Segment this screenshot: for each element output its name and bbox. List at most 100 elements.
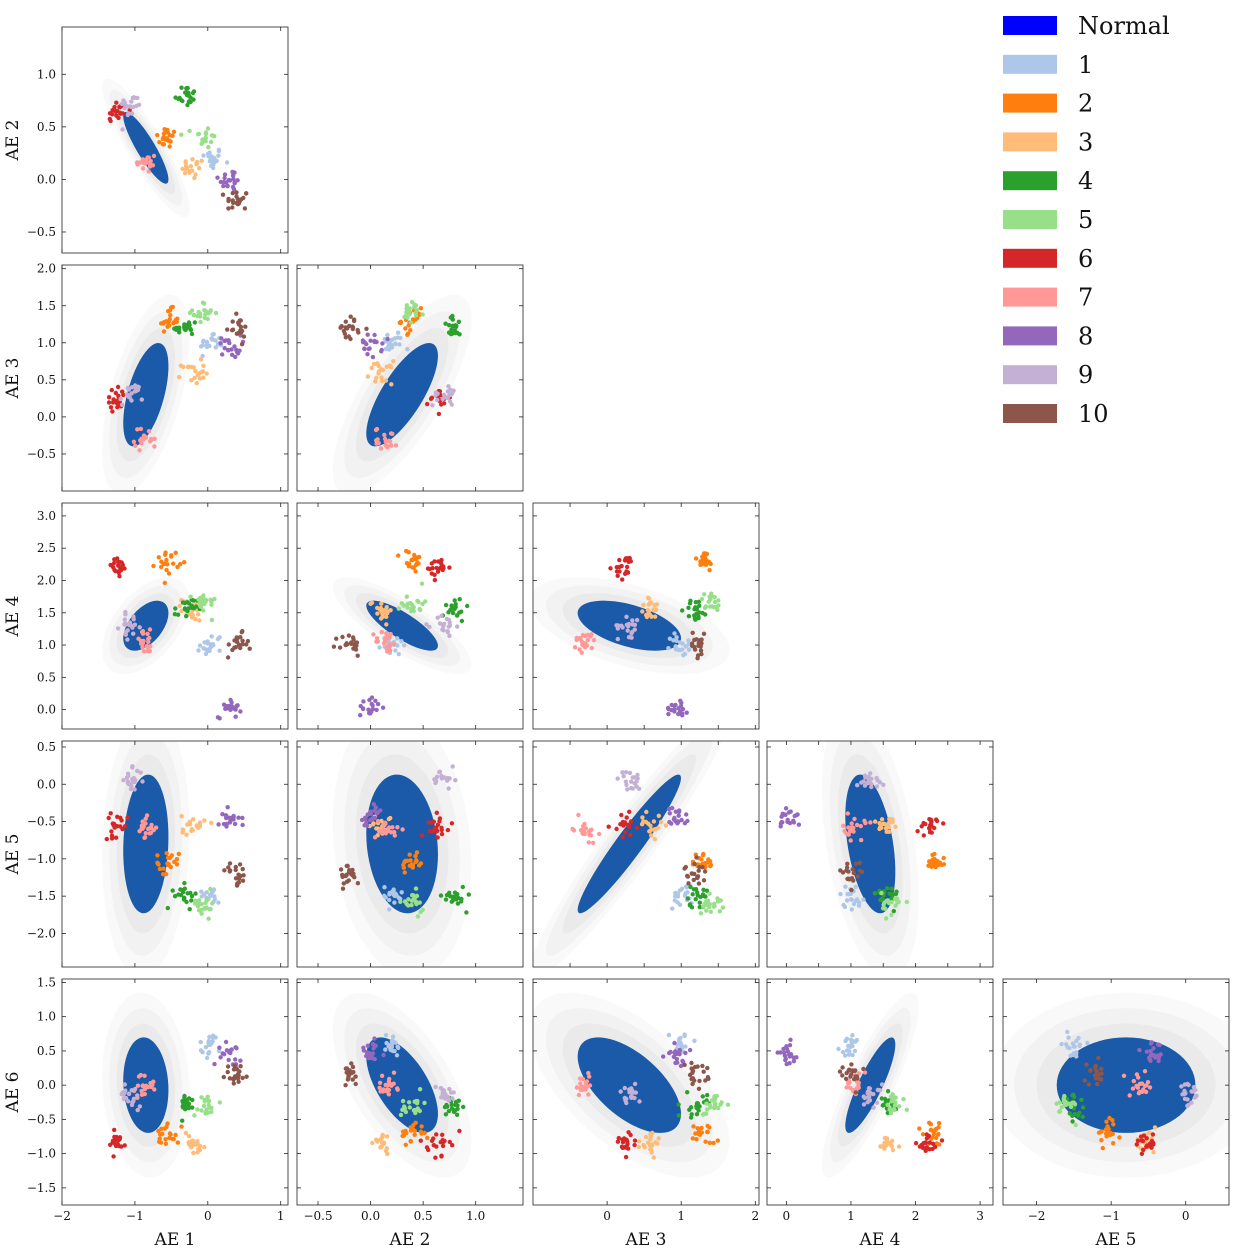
cluster-10-point xyxy=(699,651,704,657)
cluster-3-point xyxy=(189,378,194,383)
cluster-7-point xyxy=(146,429,152,434)
cluster-3-point xyxy=(652,603,657,608)
cluster-4-point xyxy=(172,326,177,331)
cluster-4-point xyxy=(180,1098,185,1104)
cluster-2-point xyxy=(940,862,945,867)
cluster-4-point xyxy=(443,321,448,326)
cluster-6-point xyxy=(624,815,629,820)
cluster-2-point xyxy=(161,131,167,136)
cluster-2-point xyxy=(703,1139,708,1144)
cluster-5-point xyxy=(886,900,892,906)
ticks xyxy=(297,503,523,729)
cluster-5-points xyxy=(188,593,217,623)
cluster-10-point xyxy=(697,1078,702,1084)
cluster-4-point xyxy=(183,322,189,328)
cluster-9-points xyxy=(614,614,640,642)
cluster-4-point xyxy=(183,90,188,95)
y-tick-label: 0.5 xyxy=(37,120,56,134)
cluster-1-point xyxy=(216,1048,222,1054)
y-tick-label: 0.0 xyxy=(37,777,56,791)
y-axis-label: AE 6 xyxy=(3,1072,23,1114)
normal-core xyxy=(123,112,169,184)
cluster-8-point xyxy=(1158,1052,1163,1057)
cluster-2-point xyxy=(163,1137,168,1142)
cluster-2-point xyxy=(151,563,156,569)
cluster-10-point xyxy=(341,881,346,886)
cluster-2-points xyxy=(155,127,177,149)
cluster-9-points xyxy=(115,609,142,642)
cluster-5-point xyxy=(716,1105,721,1111)
cluster-9-point xyxy=(129,398,134,403)
cluster-9-point xyxy=(432,777,437,782)
cluster-8-point xyxy=(232,181,237,186)
cluster-3-point xyxy=(193,172,198,177)
panel-frame xyxy=(1002,978,1230,1206)
cluster-1-point xyxy=(682,1032,687,1037)
cluster-3-point xyxy=(649,1150,654,1155)
cluster-10-point xyxy=(243,191,249,196)
cluster-6-point xyxy=(114,100,119,105)
cluster-6-point xyxy=(941,821,946,826)
cluster-2-point xyxy=(161,142,167,147)
cluster-4-point xyxy=(184,86,189,91)
cluster-5-point xyxy=(1057,1100,1062,1105)
cluster-5-point xyxy=(206,1102,211,1108)
cluster-9-point xyxy=(430,403,435,408)
cluster-2-point xyxy=(699,1125,704,1131)
cluster-6-point xyxy=(434,825,439,830)
cluster-1-point xyxy=(395,1044,400,1049)
cluster-5-point xyxy=(704,908,709,913)
y-tick-label: 1.0 xyxy=(37,638,56,652)
cluster-2-point xyxy=(413,1120,418,1126)
cluster-2-point xyxy=(408,1125,413,1130)
cluster-4-point xyxy=(453,1102,458,1108)
cluster-5-point xyxy=(890,1092,895,1097)
cluster-4-point xyxy=(703,894,708,899)
cluster-6-point xyxy=(632,1138,638,1143)
cluster-5-point xyxy=(207,907,212,912)
cluster-9-point xyxy=(125,385,131,391)
cluster-4-point xyxy=(180,600,186,605)
cluster-1-point xyxy=(207,1034,212,1040)
cluster-3-point xyxy=(197,166,202,171)
cluster-2-point xyxy=(161,866,166,871)
cluster-5-point xyxy=(209,1109,214,1115)
cluster-6-point xyxy=(620,577,625,582)
cluster-10-point xyxy=(353,1074,358,1079)
panel-frame xyxy=(61,502,289,730)
legend-label: Normal xyxy=(1078,12,1170,40)
cluster-6-point xyxy=(915,829,920,834)
y-tick-label: 1.5 xyxy=(37,606,56,620)
cluster-3-point xyxy=(878,825,883,830)
cluster-5-point xyxy=(406,897,411,902)
cluster-5-point xyxy=(195,1107,200,1112)
cluster-7-point xyxy=(133,443,138,448)
x-axis-label: AE 1 xyxy=(154,1230,196,1250)
cluster-10-point xyxy=(226,642,231,647)
cluster-3-point xyxy=(198,357,204,362)
cluster-2-points xyxy=(690,1123,720,1146)
cluster-5-point xyxy=(414,307,420,313)
cluster-5-point xyxy=(203,135,208,140)
cluster-3-point xyxy=(881,821,886,826)
cluster-8-point xyxy=(372,339,377,345)
cluster-4-point xyxy=(456,1098,461,1103)
cluster-5-point xyxy=(414,1099,419,1104)
cluster-10-point xyxy=(240,878,246,883)
cluster-4-point xyxy=(448,315,453,320)
cluster-5-point xyxy=(210,901,215,906)
cluster-10-point xyxy=(227,869,232,874)
cluster-9-point xyxy=(135,768,140,774)
cluster-1-point xyxy=(200,353,205,359)
cluster-10-point xyxy=(701,631,707,636)
cluster-1-point xyxy=(215,636,221,642)
cluster-9-point xyxy=(135,1093,140,1098)
cluster-3-points xyxy=(370,1132,390,1157)
cluster-6-point xyxy=(426,820,432,825)
cluster-6-point xyxy=(435,569,441,574)
cluster-5-points xyxy=(192,1094,222,1118)
cluster-8-point xyxy=(381,1052,386,1058)
cluster-9-point xyxy=(129,99,134,104)
cluster-8-point xyxy=(782,1053,788,1058)
